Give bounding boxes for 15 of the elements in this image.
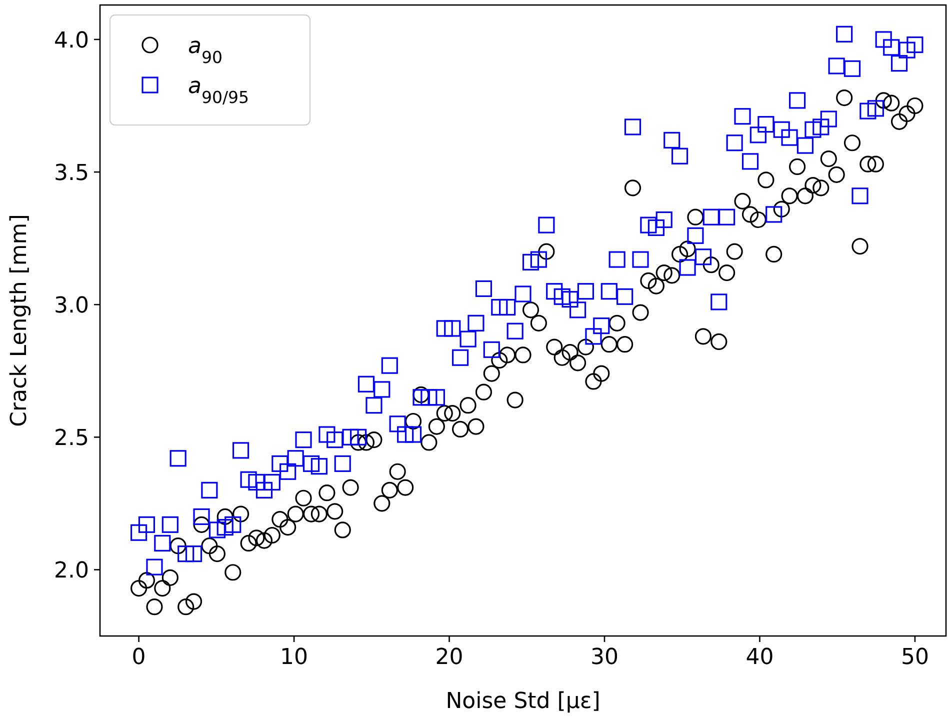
y-tick-label: 2.5 bbox=[54, 426, 89, 452]
x-tick-label: 0 bbox=[132, 645, 146, 670]
x-tick-label: 20 bbox=[435, 645, 464, 670]
legend-label: a$_{90/95}$ bbox=[188, 74, 250, 106]
x-axis-title: Noise Std [με] bbox=[446, 689, 600, 714]
y-tick-label: 4.0 bbox=[54, 28, 89, 54]
y-tick-label: 3.5 bbox=[54, 161, 89, 186]
x-tick-label: 10 bbox=[280, 645, 308, 670]
y-tick-label: 3.0 bbox=[54, 294, 89, 319]
x-tick-label: 30 bbox=[590, 645, 618, 670]
x-tick-label: 40 bbox=[746, 645, 774, 670]
y-tick-label: 2.0 bbox=[54, 558, 89, 584]
x-tick-label: 50 bbox=[900, 645, 929, 670]
y-axis-title: Crack Length [mm] bbox=[7, 214, 32, 427]
legend-label: a$_{90}$ bbox=[188, 34, 222, 66]
